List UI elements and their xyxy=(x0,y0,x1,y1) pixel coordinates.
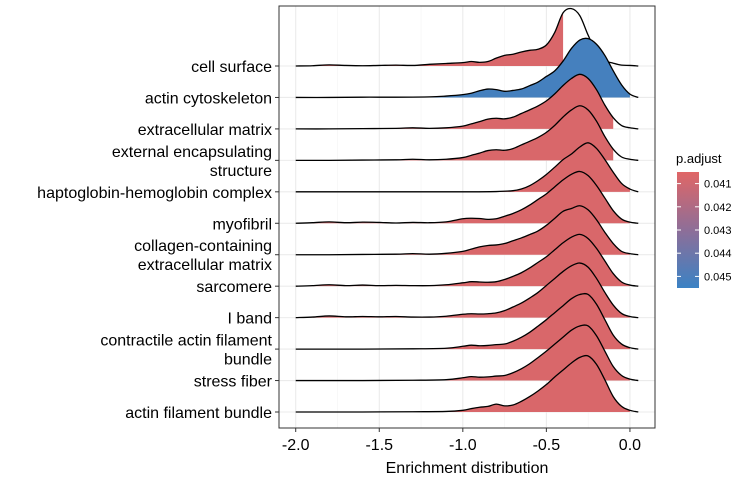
ridge-outline xyxy=(295,262,639,319)
y-tick-label: structure xyxy=(210,163,272,180)
panel-border xyxy=(278,5,656,429)
legend-tick-label: 0.043 xyxy=(704,225,732,237)
legend-tick-label: 0.045 xyxy=(704,271,732,283)
ridge-fill xyxy=(295,234,630,287)
y-tick-label: extracellular matrix xyxy=(138,257,272,274)
ridge-outline xyxy=(295,354,639,413)
y-tick-label: actin cytoskeleton xyxy=(145,90,272,107)
ridge-outline xyxy=(295,170,639,224)
ridge-group xyxy=(295,233,639,287)
ridge-group xyxy=(295,354,639,413)
y-tick-label: external encapsulating xyxy=(112,144,272,161)
y-tick-label: myofibril xyxy=(212,216,272,233)
x-tick-label: -2.0 xyxy=(282,437,310,454)
legend-tick-label: 0.044 xyxy=(704,248,732,260)
x-tick-label: -0.5 xyxy=(533,437,561,454)
y-tick-label: bundle xyxy=(224,352,272,369)
y-tick-label: cell surface xyxy=(191,59,272,76)
ridge-outline xyxy=(295,37,639,99)
y-tick-label: stress fiber xyxy=(194,374,273,391)
ridge-fill xyxy=(295,263,630,318)
x-tick-label: -1.0 xyxy=(449,437,477,454)
x-axis-title: Enrichment distribution xyxy=(386,460,549,477)
legend-colorbar xyxy=(677,172,699,288)
y-tick-label: haptoglobin-hemoglobin complex xyxy=(37,185,272,202)
legend-tick-label: 0.042 xyxy=(704,202,732,214)
y-tick-label: contractile actin filament xyxy=(100,333,272,350)
ridge-outline xyxy=(295,105,639,162)
ridge-outline xyxy=(295,233,639,287)
y-tick-label: sarcomere xyxy=(196,279,272,296)
ridge-group xyxy=(295,73,639,130)
ridge-fill xyxy=(295,293,630,350)
y-tick-label: I band xyxy=(228,311,272,328)
ridge-fill xyxy=(295,74,614,129)
ridge-fill xyxy=(295,38,630,98)
ridges xyxy=(295,7,639,413)
x-tick-label: -1.5 xyxy=(365,437,393,454)
ridge-group xyxy=(295,205,639,256)
ridge-fill xyxy=(295,205,630,255)
ridge-outline xyxy=(295,324,639,382)
y-tick-label: actin filament bundle xyxy=(125,405,272,422)
ridge-outline xyxy=(295,205,639,256)
ridge-group xyxy=(295,37,639,99)
ridge-fill xyxy=(295,105,614,161)
ridge-group xyxy=(295,292,639,350)
ridge-group xyxy=(295,170,639,224)
y-tick-label: extracellular matrix xyxy=(138,122,272,139)
legend: p.adjust 0.041 0.042 0.043 0.044 0.045 xyxy=(676,151,732,288)
ridge-group xyxy=(295,105,639,162)
ridge-group xyxy=(295,324,639,382)
ridge-outline xyxy=(295,73,639,130)
y-tick-label: collagen-containing xyxy=(134,238,272,255)
y-axis: cell surface actin cytoskeleton extracellu… xyxy=(37,59,279,422)
legend-title: p.adjust xyxy=(676,151,722,166)
ridge-fill xyxy=(295,171,630,224)
ridge-group xyxy=(295,142,639,193)
legend-tick-label: 0.041 xyxy=(704,179,732,191)
ridge-fill xyxy=(295,12,564,67)
ridge-fill xyxy=(295,325,630,381)
ridge-fill xyxy=(295,142,630,192)
x-tick-label: 0.0 xyxy=(619,437,641,454)
ridge-group xyxy=(295,262,639,319)
ridge-fill xyxy=(295,355,630,413)
x-axis: -2.0 -1.5 -1.0 -0.5 0.0 xyxy=(282,428,641,454)
ridge-outline xyxy=(295,142,639,193)
ridge-outline xyxy=(295,292,639,350)
